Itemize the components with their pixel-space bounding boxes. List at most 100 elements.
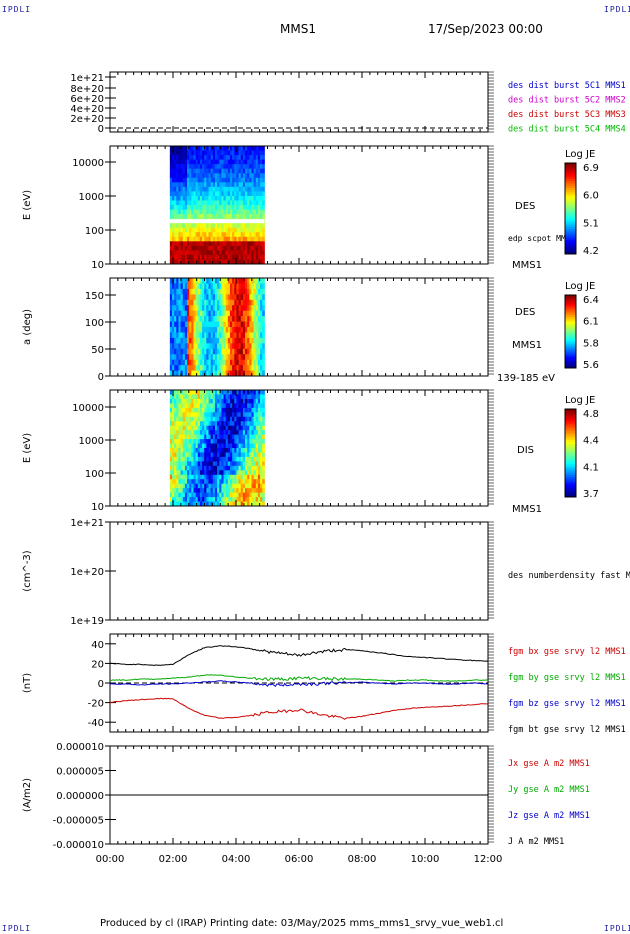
colorbar-title: Log JE [565,395,595,406]
colorbar-tick-label: 5.1 [583,218,599,229]
x-tick-label: 04:00 [222,854,251,865]
legend-entry: fgm bz gse srvy l2 MMS1 [508,699,626,709]
y-tick-label: 6e+20 [70,94,104,105]
y-tick-label: -0.000010 [53,840,104,851]
y-tick-label: -0.000005 [53,816,104,827]
panel-frame [109,71,489,133]
colorbar [565,295,576,369]
y-tick-label: 0.000000 [56,791,104,802]
colorbar-title: Log JE [565,149,595,160]
colorbar-tick-label: 4.2 [583,246,599,257]
heatmap-cells [169,390,265,507]
y-tick-label: 50 [91,345,104,356]
panel-label-2: MMS1 [512,504,542,515]
y-axis-label: a (deg) [22,309,33,345]
series-line [109,697,488,720]
y-tick-label: 0.000005 [56,767,104,778]
series-line [109,674,489,682]
y-tick-label: 100 [85,226,104,237]
x-tick-label: 02:00 [159,854,188,865]
legend-entry: Jz gse A m2 MMS1 [508,811,590,821]
y-tick-label: 10000 [72,158,104,169]
legend-entry: des dist burst 5C2 MMS2 [508,96,626,106]
corner-label-tr: IPDLI [604,5,630,14]
footer-text: Produced by cl (IRAP) Printing date: 03/… [100,918,504,929]
y-axis-label: E (eV) [22,190,33,220]
legend-entry: des dist burst 5C3 MMS3 [508,110,626,120]
panel-frame [109,145,489,265]
panel-frame [109,277,489,377]
x-tick-label: 12:00 [474,854,503,865]
panel-label-2: edp scpot MMS1 [508,234,576,243]
y-tick-label: 1e+21 [70,518,104,529]
colorbar-tick-label: 6.4 [583,295,599,306]
panel-label: DIS [517,445,534,456]
colorbar-tick-label: 6.9 [583,163,599,174]
panel-label-3: 139-185 eV [497,373,555,384]
colorbar [565,163,576,255]
legend-entry: fgm bx gse srvy l2 MMS1 [508,647,626,657]
panel-label-3: MMS1 [512,260,542,271]
series-line [109,680,489,688]
y-tick-label: -40 [88,718,104,729]
colorbar-tick-label: 4.8 [583,409,599,420]
colorbar-frame [564,162,577,255]
series-line [110,645,489,667]
legend-entry: Jy gse A m2 MMS1 [508,785,590,795]
legend-entry: Jx gse A m2 MMS1 [508,759,590,769]
legend-entry: des dist burst 5C1 MMS1 [508,81,626,91]
y-axis-label: (nT) [22,673,33,693]
colorbar-tick-label: 4.1 [583,462,599,473]
x-tick-label: 06:00 [285,854,314,865]
x-tick-label: 10:00 [411,854,440,865]
y-tick-label: 1e+19 [70,616,104,627]
colorbar-tick-label: 6.0 [583,191,599,202]
y-axis-label: (cm^-3) [22,550,33,591]
panel-label-2: MMS1 [512,340,542,351]
y-tick-label: 1000 [79,436,104,447]
colorbar-tick-label: 4.4 [583,436,599,447]
panel-label: DES [515,201,535,212]
legend-entry: des dist burst 5C4 MMS4 [508,125,626,135]
y-tick-label: 2e+20 [70,114,104,125]
x-tick-label: 00:00 [96,854,125,865]
colorbar-frame [564,408,577,498]
y-tick-label: 0.000010 [56,742,104,753]
corner-label-tl: IPDLI [2,5,32,14]
y-tick-label: 100 [85,318,104,329]
y-tick-label: 10 [91,260,104,271]
y-tick-label: -20 [88,699,104,710]
y-tick-label: 10 [91,502,104,513]
panel-frame [109,389,489,507]
legend-entry: des numberdensity fast M [508,571,630,581]
colorbar [565,409,576,498]
colorbar-title: Log JE [565,281,595,292]
y-axis-label: E (eV) [22,433,33,463]
corner-label-bl: IPDLI [2,924,32,933]
y-tick-label: 150 [85,291,104,302]
legend-entry: J A m2 MMS1 [508,837,564,847]
y-tick-label: 0 [98,372,104,383]
panel-label: DES [515,307,535,318]
y-tick-label: 20 [91,659,104,670]
legend-entry: fgm by gse srvy l2 MMS1 [508,673,626,683]
x-tick-label: 08:00 [348,854,377,865]
scpot-line [169,219,265,224]
y-tick-label: 0 [98,679,104,690]
heatmap-cells [169,146,265,265]
y-tick-label: 0 [98,124,104,135]
corner-label-br: IPDLI [604,924,630,933]
spacecraft-title: MMS1 [280,22,316,36]
y-tick-label: 100 [85,469,104,480]
colorbar-tick-label: 3.7 [583,489,599,500]
panel-frame [109,521,489,621]
colorbar-tick-label: 5.6 [583,360,599,371]
date-title: 17/Sep/2023 00:00 [428,22,543,36]
colorbar-tick-label: 6.1 [583,317,599,328]
colorbar-frame [564,294,577,369]
y-tick-label: 1e+21 [70,73,104,84]
y-tick-label: 1000 [79,192,104,203]
y-tick-label: 8e+20 [70,84,104,95]
y-tick-label: 10000 [72,403,104,414]
